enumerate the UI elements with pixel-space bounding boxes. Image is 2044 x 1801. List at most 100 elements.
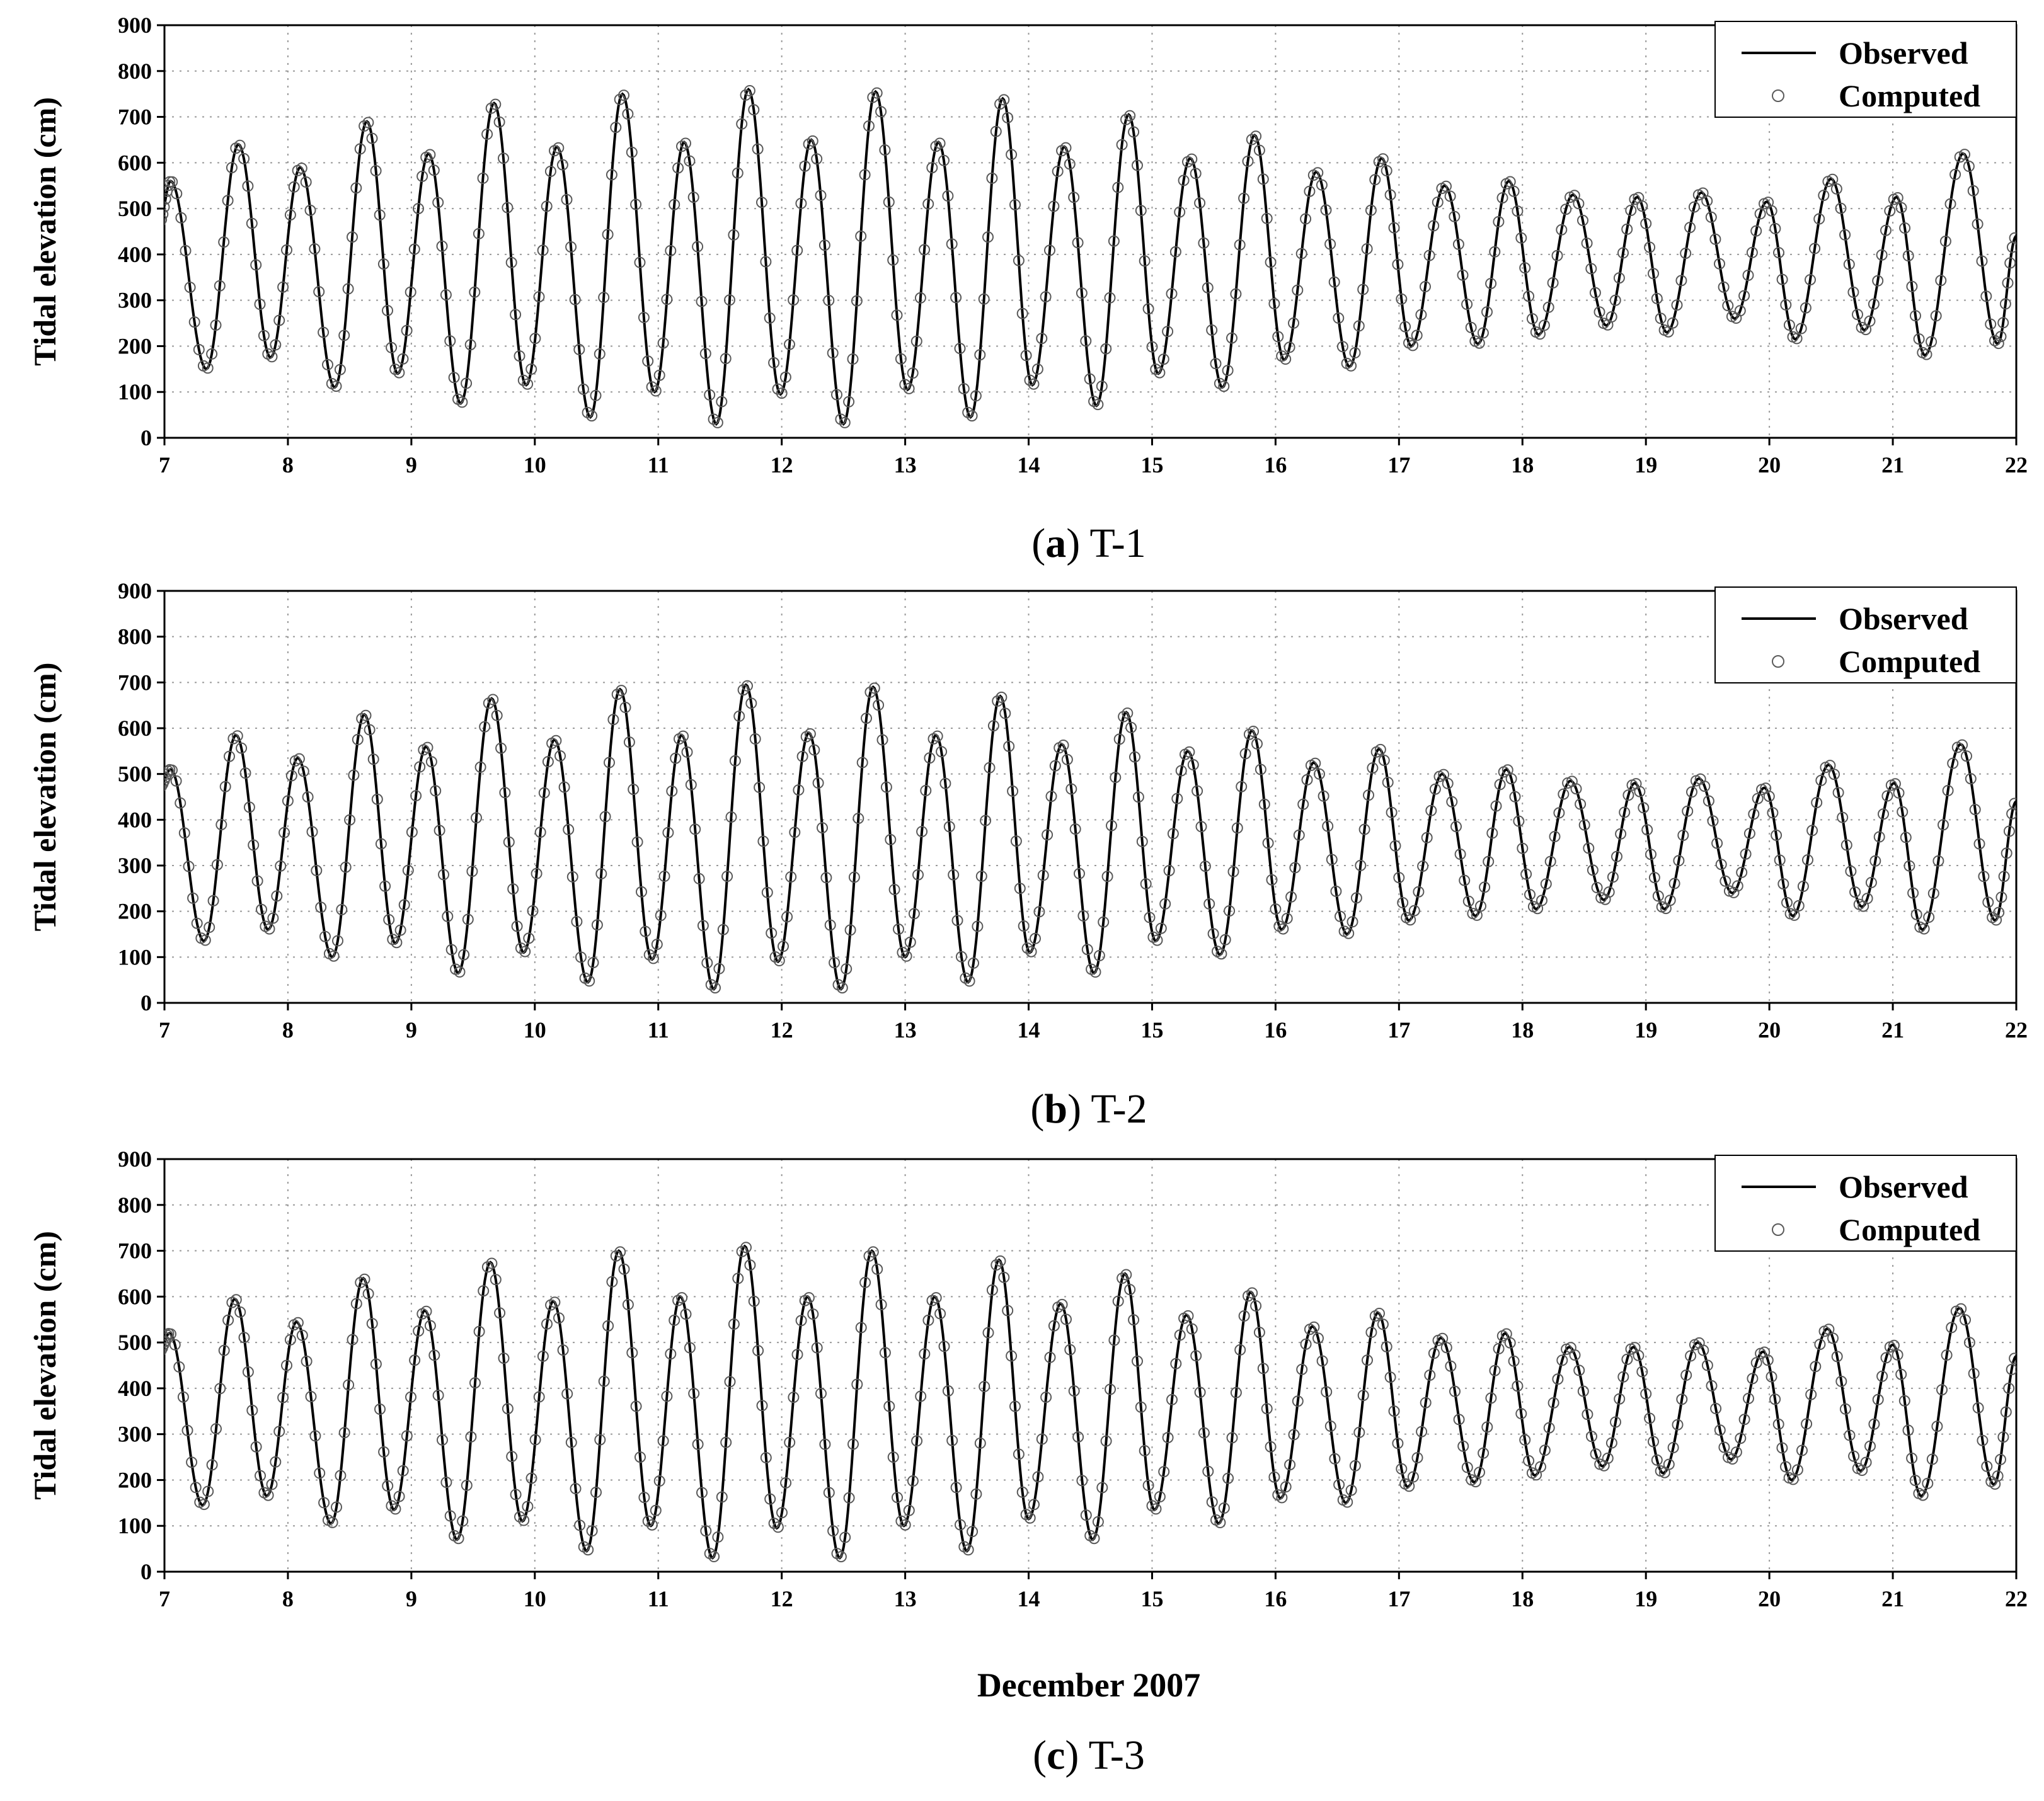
computed-point bbox=[1362, 1354, 1373, 1366]
computed-point bbox=[631, 836, 643, 848]
computed-point bbox=[1746, 246, 1758, 258]
plot-frame bbox=[163, 1158, 2018, 1573]
computed-point bbox=[1190, 1350, 1202, 1362]
computed-point bbox=[1575, 798, 1587, 810]
computed-point bbox=[1843, 258, 1855, 270]
computed-point bbox=[1697, 1344, 1709, 1356]
computed-point bbox=[1392, 258, 1404, 270]
computed-point bbox=[1080, 1509, 1092, 1521]
computed-point bbox=[640, 925, 652, 937]
computed-point bbox=[650, 1504, 662, 1516]
computed-point bbox=[1504, 1337, 1516, 1349]
computed-point bbox=[491, 709, 503, 721]
computed-point bbox=[1042, 829, 1054, 841]
computed-point bbox=[1300, 1338, 1312, 1350]
x-tick-label: 7 bbox=[159, 452, 170, 477]
computed-point bbox=[270, 1456, 282, 1468]
y-tick-label: 400 bbox=[118, 1376, 152, 1401]
computed-point bbox=[975, 871, 987, 882]
computed-point bbox=[1080, 335, 1092, 347]
computed-point bbox=[803, 1292, 815, 1304]
computed-point bbox=[1613, 272, 1625, 284]
computed-point bbox=[1236, 780, 1248, 792]
computed-point bbox=[1093, 950, 1105, 961]
computed-point bbox=[343, 1379, 355, 1391]
computed-point bbox=[1018, 920, 1030, 932]
y-tick-label: 900 bbox=[118, 13, 152, 38]
computed-point bbox=[173, 1361, 185, 1373]
computed-point bbox=[366, 1318, 378, 1330]
computed-point bbox=[1446, 796, 1458, 808]
computed-point bbox=[1191, 785, 1203, 797]
computed-point bbox=[1980, 290, 1992, 302]
computed-point bbox=[1593, 306, 1605, 318]
computed-point bbox=[958, 383, 970, 395]
computed-point bbox=[1722, 300, 1734, 312]
computed-point bbox=[677, 730, 689, 742]
computed-point bbox=[1167, 828, 1179, 840]
computed-point bbox=[1895, 1368, 1907, 1380]
computed-point bbox=[614, 93, 626, 105]
computed-point bbox=[424, 1320, 436, 1332]
x-tick-label: 12 bbox=[771, 1017, 793, 1043]
computed-point bbox=[836, 982, 848, 994]
computed-point bbox=[699, 348, 711, 360]
computed-point bbox=[808, 744, 820, 756]
computed-point bbox=[444, 1510, 456, 1522]
computed-point bbox=[243, 801, 255, 813]
computed-point bbox=[590, 389, 602, 401]
computed-point bbox=[1900, 832, 1912, 843]
computed-point bbox=[1947, 757, 1959, 769]
computed-point bbox=[907, 367, 919, 379]
computed-point bbox=[1864, 1440, 1876, 1452]
computed-point bbox=[815, 1388, 827, 1400]
x-axis-label: December 2007 bbox=[977, 1666, 1200, 1704]
computed-point bbox=[1280, 1481, 1292, 1493]
computed-point bbox=[1577, 214, 1588, 226]
computed-point bbox=[503, 836, 515, 848]
computed-point bbox=[1392, 1438, 1404, 1449]
computed-point bbox=[618, 89, 629, 101]
computed-point bbox=[1899, 222, 1911, 234]
computed-point bbox=[815, 190, 827, 202]
computed-point bbox=[1523, 290, 1535, 302]
computed-point bbox=[1369, 174, 1381, 186]
computed-point bbox=[1150, 363, 1162, 375]
computed-point bbox=[1174, 206, 1186, 218]
computed-point bbox=[982, 1327, 994, 1339]
computed-point bbox=[1068, 1385, 1080, 1397]
computed-point bbox=[277, 281, 289, 293]
computed-point bbox=[1493, 216, 1505, 227]
computed-point bbox=[1711, 837, 1723, 849]
x-tick-label: 19 bbox=[1634, 1017, 1657, 1043]
computed-point bbox=[401, 324, 413, 336]
y-tick-label: 500 bbox=[118, 762, 152, 787]
computed-point bbox=[175, 797, 187, 809]
computed-point bbox=[408, 243, 420, 255]
legend-observed-label: Observed bbox=[1839, 601, 1968, 636]
computed-point bbox=[1835, 1375, 1847, 1387]
computed-point bbox=[1304, 185, 1316, 197]
computed-point bbox=[414, 761, 426, 773]
computed-point bbox=[330, 380, 342, 392]
computed-point bbox=[1194, 197, 1206, 209]
computed-point bbox=[1625, 205, 1637, 216]
computed-point bbox=[1680, 1369, 1692, 1381]
computed-point bbox=[1633, 1349, 1645, 1361]
computed-point bbox=[335, 1470, 347, 1482]
computed-point bbox=[1902, 1424, 1914, 1436]
panel-letter: c bbox=[1047, 1732, 1065, 1778]
computed-point bbox=[724, 294, 735, 306]
computed-point bbox=[999, 707, 1011, 719]
computed-point bbox=[979, 1381, 990, 1392]
computed-point bbox=[534, 826, 546, 838]
computed-point bbox=[871, 87, 883, 99]
computed-point bbox=[1036, 1433, 1048, 1445]
computed-point bbox=[1993, 906, 2005, 918]
y-tick-label: 0 bbox=[141, 425, 152, 450]
computed-point bbox=[309, 243, 321, 255]
x-tick-label: 15 bbox=[1140, 452, 1163, 477]
computed-point bbox=[1358, 823, 1370, 835]
computed-point bbox=[1973, 838, 1985, 850]
computed-point bbox=[445, 944, 457, 956]
